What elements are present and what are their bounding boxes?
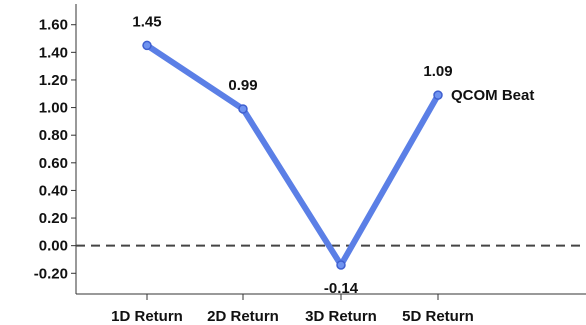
x-tick-label: 2D Return [207,308,279,325]
y-tick-label: 0.80 [39,127,68,144]
series-qcom-beat [142,40,443,270]
y-tick-label: 1.00 [39,100,68,117]
y-tick-label: 0.40 [39,182,68,199]
y-tick-label: 1.40 [39,44,68,61]
data-point [238,104,248,114]
x-axis: 1D Return 2D Return 3D Return 5D Return [76,293,586,325]
y-tick-label: 1.20 [39,72,68,89]
x-tick-label: 3D Return [305,308,377,325]
data-labels: 1.45 0.99 -0.14 1.09 QCOM Beat [132,13,534,297]
data-label: 1.09 [423,63,452,80]
series-name-label: QCOM Beat [451,87,534,104]
data-point [433,90,443,100]
x-tick-label: 1D Return [111,308,183,325]
data-label: -0.14 [324,280,359,297]
y-tick-label: 0.20 [39,210,68,227]
data-label: 0.99 [228,77,257,94]
series-line [144,42,441,268]
data-point [142,40,152,51]
y-axis: 1.60 1.40 1.20 1.00 0.80 0.60 0.40 0.20 0.00 -0.2… [34,4,77,294]
data-label: 1.45 [132,13,161,30]
y-tick-label: 1.60 [39,17,68,34]
x-tick-label: 5D Return [402,308,474,325]
data-point [336,260,346,270]
y-tick-label: 0.00 [39,238,68,255]
y-tick-label: -0.20 [34,265,68,282]
y-tick-label: 0.60 [39,155,68,172]
